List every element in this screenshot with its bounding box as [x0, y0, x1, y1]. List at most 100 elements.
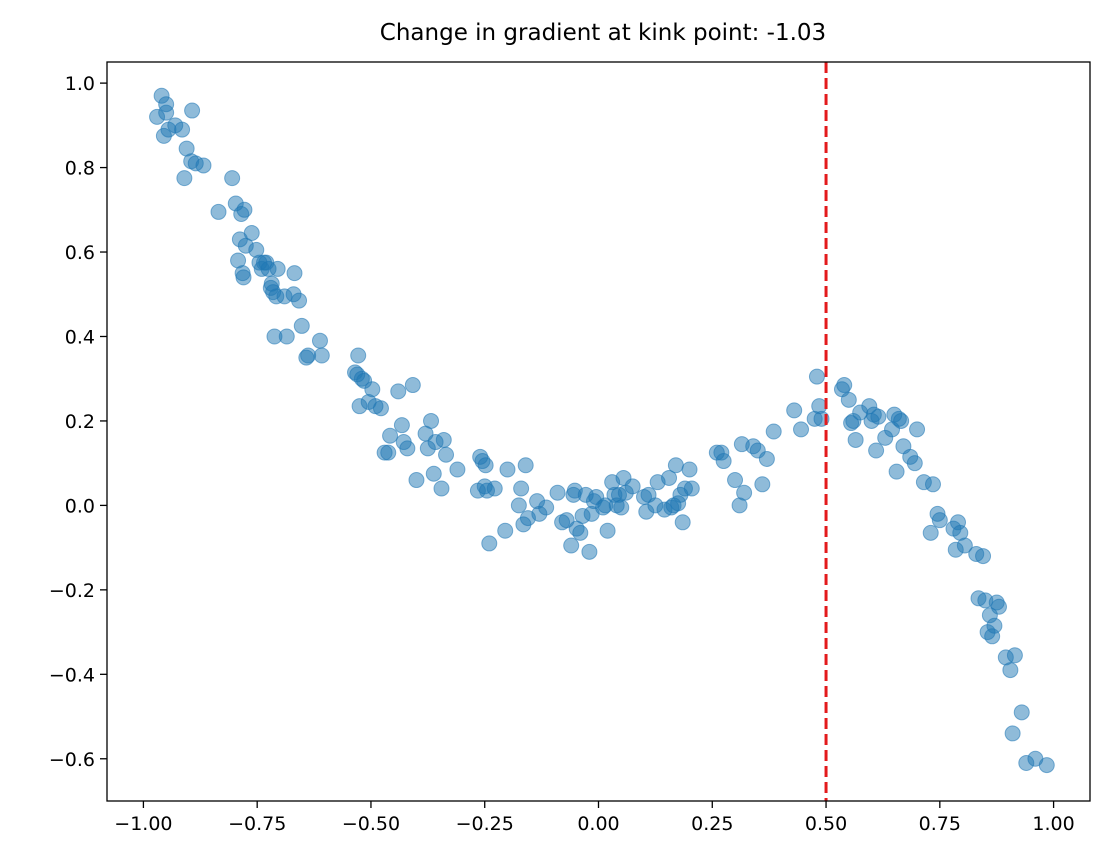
y-tick-label: −0.6 [49, 749, 95, 771]
data-point [572, 524, 589, 541]
data-point [1038, 757, 1055, 774]
data-point [390, 383, 407, 400]
data-point [847, 431, 864, 448]
data-point [350, 347, 367, 364]
data-point [176, 170, 193, 187]
data-point [174, 121, 191, 138]
x-tick-label: 0.00 [577, 813, 619, 835]
data-point [956, 537, 973, 554]
data-point [624, 478, 641, 495]
x-tick-label: −0.50 [342, 813, 400, 835]
data-point [808, 368, 825, 385]
data-point [243, 225, 260, 242]
data-point [538, 499, 555, 516]
y-tick-label: 0.4 [65, 326, 95, 348]
data-point [499, 461, 516, 478]
data-point [438, 446, 455, 463]
data-point [311, 332, 328, 349]
x-tick-label: 1.00 [1032, 813, 1074, 835]
y-tick-label: 0.8 [65, 158, 95, 180]
data-point [513, 480, 530, 497]
chart-title: Change in gradient at kink point: -1.03 [380, 20, 826, 46]
data-point [924, 476, 941, 493]
data-point [909, 421, 926, 438]
data-point [1002, 662, 1019, 679]
data-point [380, 444, 397, 461]
data-point [435, 431, 452, 448]
plot-frame [106, 61, 1091, 802]
data-point [1004, 725, 1021, 742]
data-point [399, 440, 416, 457]
data-point [836, 377, 853, 394]
x-tick-label: −0.75 [228, 813, 286, 835]
data-point [486, 480, 503, 497]
data-point [758, 450, 775, 467]
data-point [931, 512, 948, 529]
data-point [184, 102, 201, 119]
x-tick-label: −1.00 [114, 813, 172, 835]
data-point [364, 381, 381, 398]
data-point [868, 442, 885, 459]
data-point [313, 347, 330, 364]
data-point [975, 548, 992, 565]
x-tick-label: 0.50 [805, 813, 847, 835]
data-point [510, 497, 527, 514]
data-point [425, 465, 442, 482]
y-tick-label: −0.4 [49, 664, 95, 686]
data-point [210, 203, 227, 220]
data-point [549, 484, 566, 501]
data-point [286, 265, 303, 282]
data-point [888, 463, 905, 480]
data-point [224, 170, 241, 187]
data-point [870, 408, 887, 425]
data-point [477, 457, 494, 474]
data-point [715, 453, 732, 470]
data-point [922, 524, 939, 541]
data-point [404, 377, 421, 394]
data-point [765, 423, 782, 440]
data-point [736, 484, 753, 501]
data-point [497, 522, 514, 539]
data-point [727, 472, 744, 489]
data-point [382, 427, 399, 444]
data-point [661, 469, 678, 486]
data-point [786, 402, 803, 419]
data-point [195, 157, 212, 174]
data-point [681, 461, 698, 478]
data-point [893, 412, 910, 429]
data-point [599, 522, 616, 539]
data-point [840, 391, 857, 408]
axes: −1.00 −0.75 −0.50 −0.25 0.00 0.25 0.50 0.75 1.00… [49, 61, 1091, 835]
data-point [986, 617, 1003, 634]
y-tick-label: 0.2 [65, 411, 95, 433]
data-point [423, 412, 440, 429]
y-tick-label: 0.0 [65, 495, 95, 517]
data-point [906, 455, 923, 472]
data-point [408, 472, 425, 489]
data-point [293, 317, 310, 334]
data-point [581, 543, 598, 560]
data-point [158, 96, 175, 113]
data-point [372, 400, 389, 417]
data-point [613, 499, 630, 516]
data-point [754, 476, 771, 493]
data-point [235, 269, 252, 286]
data-point [300, 347, 317, 364]
x-tick-label: 0.75 [919, 813, 961, 835]
data-point [667, 457, 684, 474]
data-point [683, 480, 700, 497]
plot-area [149, 87, 1055, 774]
data-point [793, 421, 810, 438]
data-point [433, 480, 450, 497]
data-point [269, 260, 286, 277]
data-point [1013, 704, 1030, 721]
data-point [481, 535, 498, 552]
data-point [393, 417, 410, 434]
data-point [517, 457, 534, 474]
y-tick-label: −0.2 [49, 580, 95, 602]
data-point [291, 292, 308, 309]
data-point [990, 598, 1007, 615]
data-point [674, 514, 691, 531]
